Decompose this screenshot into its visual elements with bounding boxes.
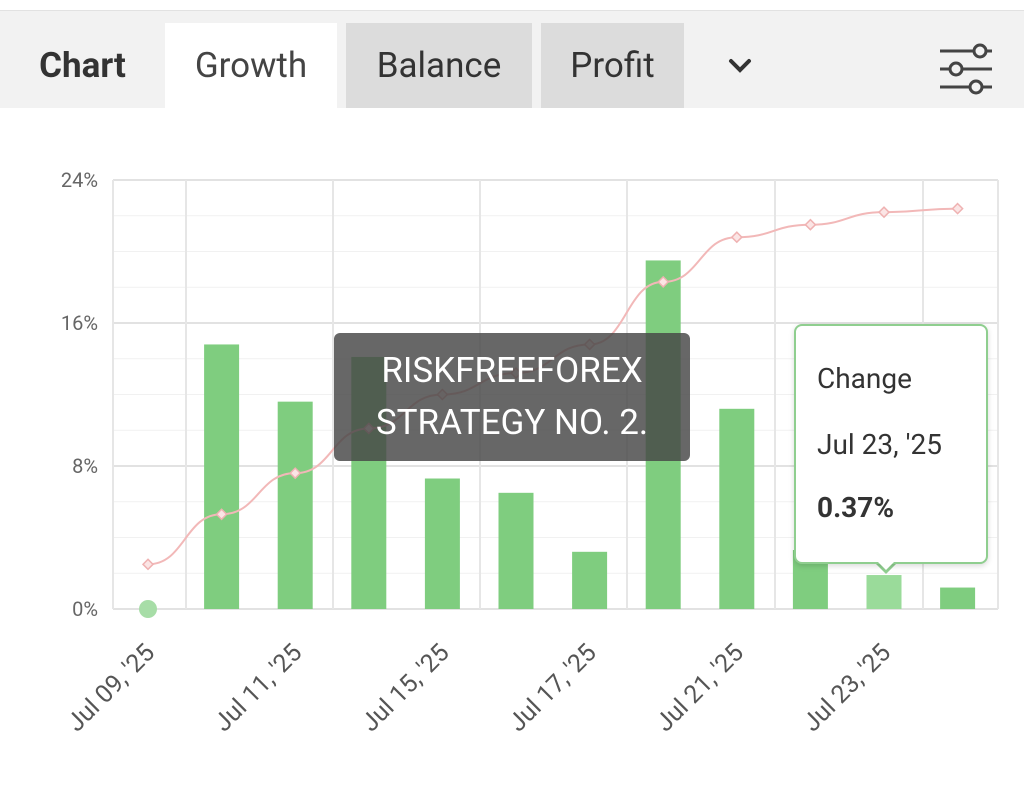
line-point (951, 202, 964, 215)
x-tick-label: Jul 15, '25 (356, 638, 455, 737)
y-tick-label: 0% (72, 597, 98, 621)
tab-balance[interactable]: Balance (346, 23, 532, 108)
line-point (289, 467, 302, 480)
watermark-line-2: STRATEGY NO. 2. (375, 402, 649, 443)
line-point (215, 508, 228, 521)
bar (204, 344, 240, 609)
tooltip-label: Change (817, 362, 912, 395)
line-point (877, 206, 891, 219)
tooltip-arrow-inner (872, 556, 900, 570)
y-tick-label: 16% (61, 311, 98, 335)
bar (866, 575, 902, 609)
line-point (657, 275, 670, 288)
x-tick-label: Jul 09, '25 (62, 638, 161, 737)
y-tick-label: 24% (61, 168, 98, 192)
tooltip-value: 0.37% (817, 491, 895, 524)
watermark-line-1: RISKFREEFOREX (381, 350, 643, 391)
x-tick-label: Jul 21, '25 (650, 638, 749, 737)
chart-tooltip: Change Jul 23, '25 0.37% (794, 324, 988, 564)
bar (498, 492, 534, 609)
line-point (141, 558, 155, 571)
line-point (730, 231, 743, 244)
strategy-watermark: RISKFREEFOREX STRATEGY NO. 2. (334, 333, 690, 461)
x-tick-label: Jul 11, '25 (209, 638, 308, 737)
tooltip-date: Jul 23, '25 (817, 428, 942, 461)
bar (940, 587, 976, 609)
x-tick-label: Jul 17, '25 (503, 638, 602, 737)
line-point (804, 218, 817, 231)
zero-marker (139, 600, 157, 618)
x-tick-label: Jul 23, '25 (798, 638, 897, 737)
tab-profit[interactable]: Profit (541, 23, 684, 108)
chevron-down-icon[interactable] (710, 23, 770, 108)
tab-growth[interactable]: Growth (165, 23, 337, 108)
sliders-icon[interactable] (934, 39, 998, 99)
bar (277, 401, 313, 609)
bar (572, 551, 608, 609)
tab-bar: Chart Growth Balance Profit (0, 10, 1024, 108)
bar (719, 408, 755, 609)
tab-chart-title: Chart (39, 45, 126, 86)
bar (424, 478, 460, 609)
y-tick-label: 8% (72, 454, 98, 478)
